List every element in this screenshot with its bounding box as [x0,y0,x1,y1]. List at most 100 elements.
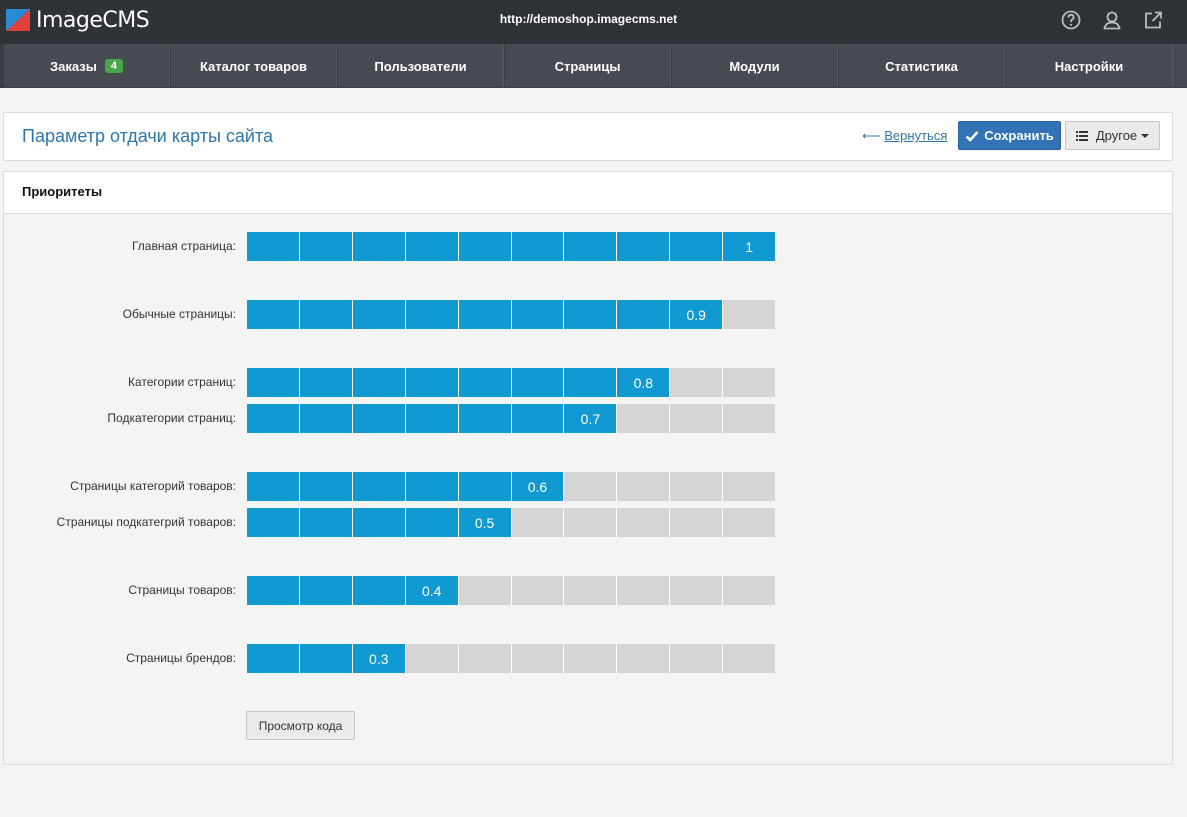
priority-segment[interactable] [670,508,724,537]
nav-item-statistics[interactable]: Статистика [838,44,1005,88]
priority-segment[interactable] [511,232,565,261]
priority-slider[interactable]: 0.9 [247,300,776,329]
priority-segment[interactable] [247,368,300,397]
priority-segment[interactable] [299,472,353,501]
priority-segment[interactable] [564,368,618,397]
priority-segment[interactable] [247,644,300,673]
priority-segment[interactable] [511,644,565,673]
priority-segment[interactable] [247,300,300,329]
priority-segment[interactable] [352,404,406,433]
priority-segment[interactable] [723,300,776,329]
priority-segment[interactable] [458,368,512,397]
other-dropdown-button[interactable]: Другое [1065,121,1160,150]
priority-slider[interactable]: 0.3 [247,644,776,673]
priority-slider[interactable]: 0.6 [247,472,776,501]
priority-segment[interactable] [564,300,618,329]
priority-segment[interactable] [511,300,565,329]
priority-segment[interactable] [617,232,671,261]
priority-value[interactable]: 0.3 [352,644,406,673]
priority-slider[interactable]: 1 [247,232,776,261]
priority-segment[interactable] [299,404,353,433]
priority-segment[interactable] [458,232,512,261]
priority-segment[interactable] [247,404,300,433]
priority-slider[interactable]: 0.8 [247,368,776,397]
priority-segment[interactable] [352,368,406,397]
external-link-icon[interactable] [1142,9,1164,31]
priority-segment[interactable] [564,472,618,501]
priority-value[interactable]: 0.9 [670,300,724,329]
nav-item-pages[interactable]: Страницы [504,44,671,88]
site-url[interactable]: http://demoshop.imagecms.net [499,12,678,26]
priority-segment[interactable] [405,368,459,397]
priority-segment[interactable] [511,576,565,605]
nav-item-catalog[interactable]: Каталог товаров [170,44,337,88]
priority-value[interactable]: 0.6 [511,472,565,501]
priority-segment[interactable] [670,576,724,605]
priority-segment[interactable] [511,508,565,537]
priority-segment[interactable] [723,576,776,605]
priority-segment[interactable] [670,232,724,261]
priority-segment[interactable] [405,404,459,433]
priority-value[interactable]: 0.7 [564,404,618,433]
priority-segment[interactable] [247,576,300,605]
nav-item-users[interactable]: Пользователи [337,44,504,88]
priority-segment[interactable] [670,368,724,397]
priority-segment[interactable] [247,472,300,501]
priority-segment[interactable] [458,576,512,605]
priority-segment[interactable] [352,508,406,537]
priority-segment[interactable] [670,472,724,501]
priority-segment[interactable] [511,368,565,397]
priority-segment[interactable] [564,576,618,605]
priority-segment[interactable] [723,508,776,537]
priority-segment[interactable] [405,300,459,329]
help-icon[interactable] [1060,9,1082,31]
priority-segment[interactable] [564,232,618,261]
view-code-button[interactable]: Просмотр кода [246,711,355,740]
priority-segment[interactable] [564,644,618,673]
priority-segment[interactable] [352,300,406,329]
priority-segment[interactable] [723,404,776,433]
priority-segment[interactable] [617,576,671,605]
priority-segment[interactable] [458,404,512,433]
priority-segment[interactable] [299,576,353,605]
priority-segment[interactable] [247,232,300,261]
priority-segment[interactable] [670,404,724,433]
nav-item-orders[interactable]: Заказы 4 [0,44,170,88]
priority-segment[interactable] [511,404,565,433]
priority-segment[interactable] [299,508,353,537]
priority-slider[interactable]: 0.7 [247,404,776,433]
priority-segment[interactable] [617,508,671,537]
save-button[interactable]: Сохранить [958,121,1061,150]
priority-segment[interactable] [458,472,512,501]
priority-segment[interactable] [352,232,406,261]
priority-segment[interactable] [405,232,459,261]
priority-segment[interactable] [617,644,671,673]
priority-segment[interactable] [617,300,671,329]
priority-value[interactable]: 1 [723,232,776,261]
nav-item-settings[interactable]: Настройки [1005,44,1173,88]
nav-item-modules[interactable]: Модули [671,44,838,88]
priority-segment[interactable] [352,576,406,605]
logo[interactable]: ImageCMS [6,8,150,33]
back-link[interactable]: ⟵ Вернуться [862,128,947,144]
priority-segment[interactable] [617,404,671,433]
priority-segment[interactable] [352,472,406,501]
priority-value[interactable]: 0.5 [458,508,512,537]
priority-segment[interactable] [299,368,353,397]
priority-segment[interactable] [723,472,776,501]
priority-slider[interactable]: 0.4 [247,576,776,605]
priority-segment[interactable] [723,644,776,673]
priority-segment[interactable] [405,508,459,537]
user-icon[interactable] [1101,9,1123,31]
priority-segment[interactable] [405,472,459,501]
priority-slider[interactable]: 0.5 [247,508,776,537]
priority-segment[interactable] [299,300,353,329]
priority-segment[interactable] [670,644,724,673]
priority-segment[interactable] [617,472,671,501]
priority-segment[interactable] [723,368,776,397]
priority-segment[interactable] [299,232,353,261]
priority-segment[interactable] [247,508,300,537]
priority-value[interactable]: 0.8 [617,368,671,397]
priority-segment[interactable] [458,644,512,673]
priority-segment[interactable] [299,644,353,673]
